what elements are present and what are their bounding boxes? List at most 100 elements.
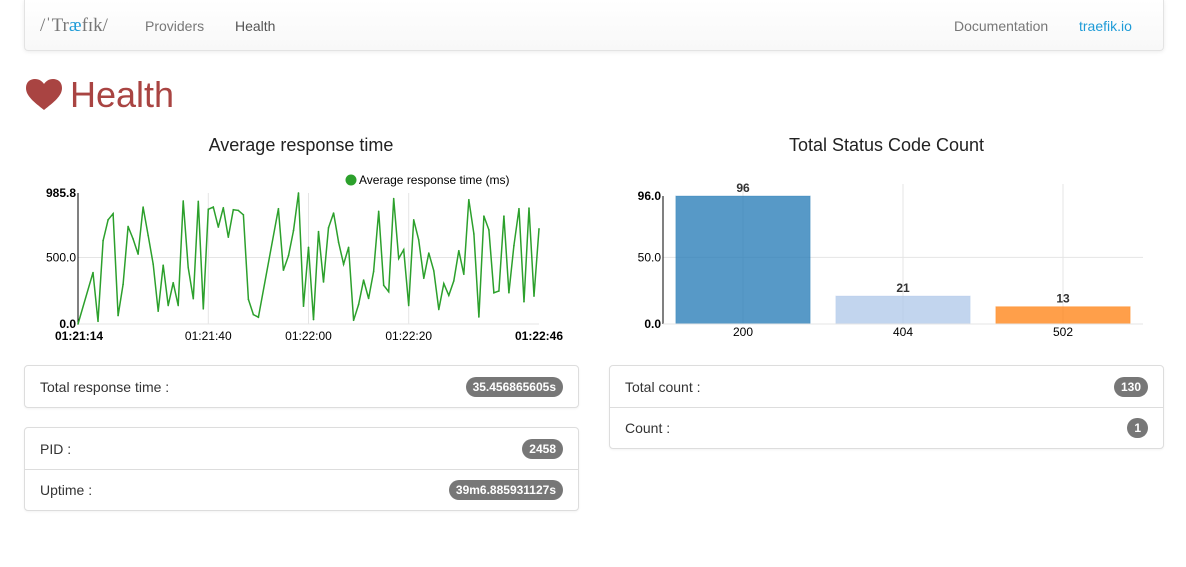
data-point: [347, 246, 350, 249]
brand-text-end: fɪk/: [81, 15, 108, 36]
page-title-text: Health: [70, 74, 175, 115]
data-point: [372, 270, 375, 273]
total-response-time-row: Total response time : 35.456865605s: [25, 366, 578, 407]
data-point: [162, 264, 164, 266]
data-point: [387, 290, 390, 293]
brand-text: /ˈTr: [40, 15, 69, 36]
total-response-time-panel: Total response time : 35.456865605s: [24, 365, 579, 408]
bar-value-label: 96: [736, 181, 750, 195]
bar-502: [995, 306, 1131, 325]
data-point: [277, 207, 280, 210]
data-point: [357, 303, 360, 306]
navbar: /ˈTræfɪk/ Providers Health Documentation…: [24, 0, 1164, 51]
count-row: Count : 1: [610, 407, 1163, 448]
data-point: [392, 197, 395, 200]
data-point: [442, 282, 445, 285]
data-point: [498, 290, 500, 292]
data-point: [327, 226, 330, 229]
bar-404: [835, 295, 971, 325]
bar-chart: 96 200 21 404 13 502 0.0 50.0 96.0: [638, 181, 1143, 339]
data-point: [312, 318, 315, 321]
bar-value-label: 13: [1056, 292, 1070, 306]
data-point: [182, 200, 185, 202]
bar-value-label: 21: [896, 281, 910, 295]
data-point: [177, 304, 180, 307]
data-point: [222, 206, 225, 209]
y-tick-label: 500.0: [46, 251, 76, 265]
data-point: [382, 284, 385, 287]
data-point: [407, 304, 410, 307]
data-point: [207, 208, 210, 211]
uptime-label: Uptime :: [40, 482, 93, 498]
data-point: [402, 248, 405, 251]
data-point: [508, 291, 510, 294]
x-tick-label: 01:21:40: [185, 329, 232, 343]
data-point: [147, 234, 149, 237]
count-label: Count :: [625, 420, 671, 436]
brand-logo[interactable]: /ˈTræfɪk/: [40, 15, 108, 37]
uptime-badge: 39m6.885931127s: [448, 480, 563, 500]
data-point: [187, 266, 190, 269]
y-tick-label: 96.0: [638, 189, 662, 203]
data-point: [412, 219, 415, 221]
data-point: [217, 226, 220, 228]
data-point: [367, 297, 370, 300]
data-point: [132, 238, 134, 240]
data-point: [437, 308, 440, 311]
data-point: [377, 210, 380, 213]
line-chart: 01:21:14 01:21:40 01:22:00 01:22:20 01:22:46…: [46, 173, 563, 343]
data-point: [157, 310, 159, 313]
nav-traefik-io[interactable]: traefik.io: [1079, 18, 1132, 34]
data-point: [332, 212, 335, 214]
total-count-row: Total count : 130: [610, 366, 1163, 407]
nav-documentation[interactable]: Documentation: [954, 18, 1049, 34]
data-point: [252, 313, 255, 316]
data-point: [322, 281, 325, 283]
data-point: [202, 308, 205, 310]
data-point: [302, 305, 305, 307]
data-point: [247, 298, 250, 301]
x-tick-label: 404: [893, 325, 913, 339]
data-point: [282, 269, 285, 271]
nav-providers[interactable]: Providers: [145, 18, 205, 34]
data-point: [227, 236, 230, 239]
heart-icon: [26, 79, 62, 110]
data-point: [473, 233, 475, 235]
data-point: [533, 295, 535, 297]
data-point: [137, 253, 139, 255]
y-tick-label: 985.8: [46, 186, 76, 200]
data-point: [362, 279, 365, 281]
data-point: [513, 244, 515, 247]
page-title: Health: [26, 74, 174, 116]
nav-health[interactable]: Health: [235, 18, 276, 34]
data-point: [287, 254, 290, 257]
data-point: [152, 263, 154, 266]
data-point: [488, 229, 490, 231]
legend-label: Average response time (ms): [359, 173, 510, 187]
data-point: [242, 213, 245, 216]
pid-label: PID :: [40, 440, 72, 457]
data-point: [432, 270, 435, 272]
data-point: [237, 209, 240, 212]
total-count-badge: 130: [1113, 376, 1148, 397]
data-point: [478, 316, 480, 318]
data-point: [92, 271, 94, 274]
total-response-time-label: Total response time :: [40, 378, 170, 395]
x-tick-label: 01:21:14: [55, 329, 103, 343]
data-point: [292, 229, 295, 232]
response-time-line: [77, 192, 540, 325]
data-point: [342, 263, 345, 266]
data-point: [458, 249, 460, 252]
data-point: [468, 198, 470, 201]
data-point: [317, 230, 320, 233]
x-tick-label: 01:22:00: [285, 329, 332, 343]
data-point: [142, 206, 144, 208]
data-point: [297, 192, 300, 194]
data-point: [257, 316, 260, 319]
legend-marker: [345, 174, 357, 186]
pid-badge: 2458: [522, 438, 563, 459]
process-panel: PID : 2458 Uptime : 39m6.885931127s: [24, 427, 579, 511]
y-tick-label: 50.0: [638, 250, 662, 264]
data-point: [417, 239, 420, 241]
x-tick-label: 200: [733, 325, 753, 339]
